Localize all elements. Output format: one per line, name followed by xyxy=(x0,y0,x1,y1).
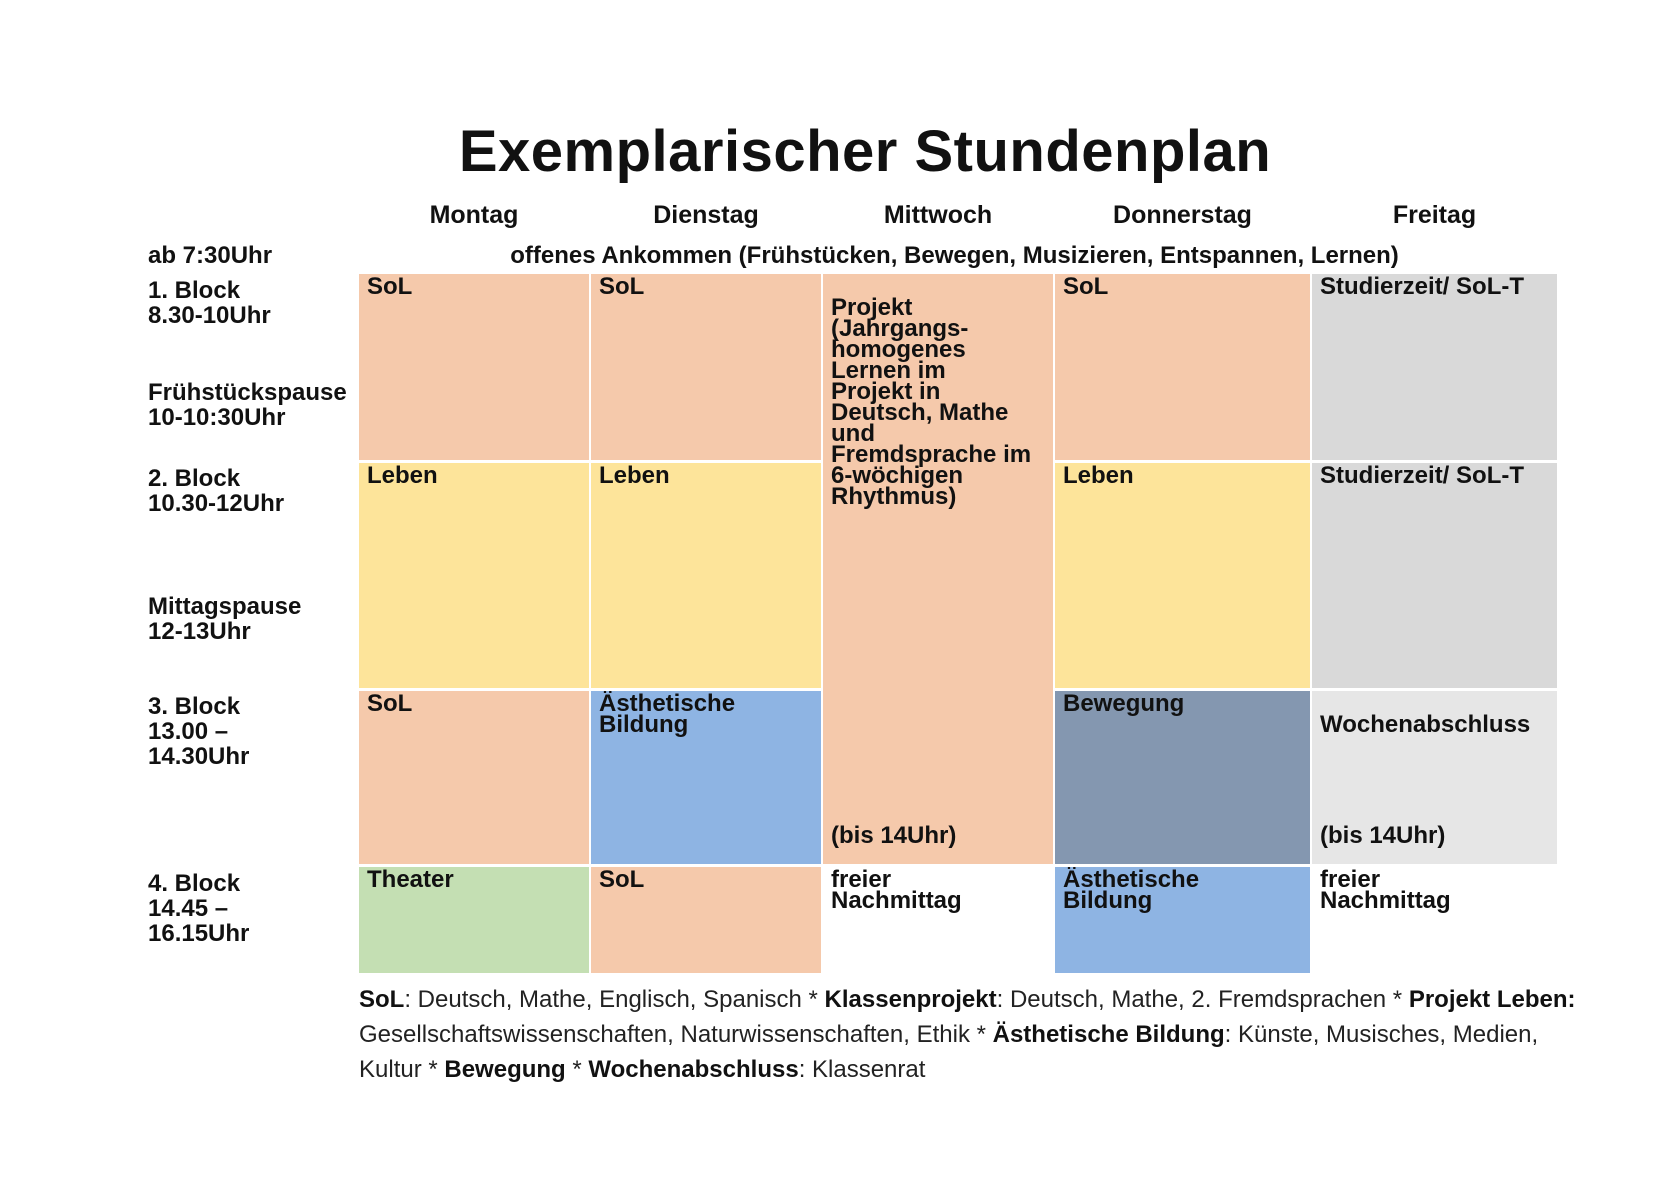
cell-thursday-block2: Leben xyxy=(1055,463,1310,688)
time-label-breakfast: Frühstückspause 10-10:30Uhr xyxy=(148,379,347,431)
day-header-friday: Freitag xyxy=(1392,201,1477,229)
wochenabschluss-label: Wochenabschluss xyxy=(1320,711,1531,738)
legend-klassenprojekt-def: : Deutsch, Mathe, 2. Fremdsprachen * xyxy=(996,986,1409,1013)
project-end-note: (bis 14Uhr) xyxy=(831,822,957,849)
legend-sol-def: : Deutsch, Mathe, Englisch, Spanisch * xyxy=(404,986,825,1013)
day-header-thursday: Donnerstag xyxy=(1113,201,1252,229)
legend-aesthetik-def: : Künste, Musisches, Medien, Kultur * xyxy=(359,1021,1539,1083)
cell-thursday-block4: Ästhetische Bildung xyxy=(1055,867,1310,973)
wochenabschluss-end-note: (bis 14Uhr) xyxy=(1320,822,1446,849)
legend-leben-term: Projekt Leben: xyxy=(1408,986,1576,1013)
cell-tuesday-block4: SoL xyxy=(591,867,821,973)
cell-thursday-block3: Bewegung xyxy=(1055,691,1310,864)
cell-monday-block3: SoL xyxy=(359,691,589,864)
cell-wednesday-block4: freier Nachmittag xyxy=(823,867,1053,973)
time-label-block1: 1. Block 8.30-10Uhr xyxy=(148,277,271,329)
legend: SoL: Deutsch, Mathe, Englisch, Spanisch … xyxy=(359,982,1589,1087)
cell-friday-block1: Studierzeit/ SoL-T xyxy=(1312,274,1557,460)
cell-tuesday-block3: Ästhetische Bildung xyxy=(591,691,821,864)
arrival-time-label: ab 7:30Uhr xyxy=(148,242,273,269)
day-header-wednesday: Mittwoch xyxy=(883,201,993,229)
legend-leben-def: Gesellschaftswissenschaften, Naturwissen… xyxy=(359,1021,993,1048)
cell-friday-block2: Studierzeit/ SoL-T xyxy=(1312,463,1557,688)
cell-tuesday-block2: Leben xyxy=(591,463,821,688)
cell-friday-block3: Wochenabschluss (bis 14Uhr) xyxy=(1312,691,1557,864)
cell-tuesday-block1: SoL xyxy=(591,274,821,460)
legend-separator: * xyxy=(565,1056,589,1083)
legend-klassenprojekt-term: Klassenprojekt xyxy=(824,986,997,1013)
legend-wochenabschluss-term: Wochenabschluss xyxy=(588,1056,799,1083)
day-header-monday: Montag xyxy=(429,201,519,229)
time-label-block2: 2. Block 10.30-12Uhr xyxy=(148,465,285,517)
legend-sol-term: SoL xyxy=(359,986,405,1013)
cell-monday-block1: SoL xyxy=(359,274,589,460)
cell-wednesday-project: Projekt (Jahrgangs- homogenes Lernen im … xyxy=(823,274,1053,864)
cell-thursday-block1: SoL xyxy=(1055,274,1310,460)
project-description: Projekt (Jahrgangs- homogenes Lernen im … xyxy=(831,294,1032,510)
time-label-block4: 4. Block 14.45 – 16.15Uhr xyxy=(148,870,250,947)
legend-wochenabschluss-def: : Klassenrat xyxy=(798,1056,926,1083)
page-title: Exemplarischer Stundenplan xyxy=(458,119,1272,184)
time-label-block3: 3. Block 13.00 – 14.30Uhr xyxy=(148,693,250,770)
cell-monday-block4: Theater xyxy=(359,867,589,973)
day-header-tuesday: Dienstag xyxy=(653,201,759,229)
cell-friday-block4: freier Nachmittag xyxy=(1312,867,1557,973)
arrival-description: offenes Ankommen (Frühstücken, Bewegen, … xyxy=(510,242,1399,269)
time-label-lunch: Mittagspause 12-13Uhr xyxy=(148,593,302,645)
cell-monday-block2: Leben xyxy=(359,463,589,688)
legend-aesthetik-term: Ästhetische Bildung xyxy=(992,1021,1225,1048)
legend-bewegung-term: Bewegung xyxy=(444,1056,566,1083)
